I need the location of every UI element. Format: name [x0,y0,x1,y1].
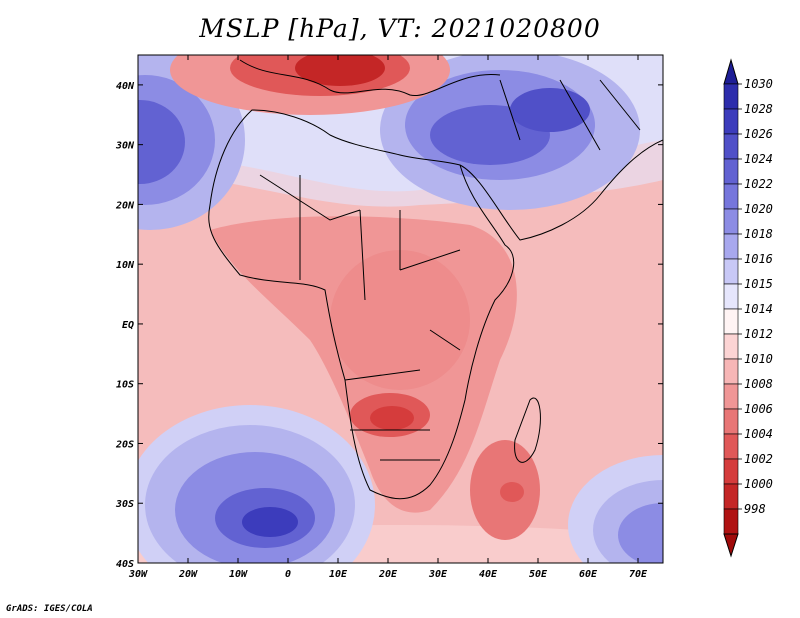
lat-label: 10N [116,260,135,271]
colorbar-swatch [723,233,739,260]
lon-label: 70E [629,569,648,580]
lat-label: EQ [122,320,134,331]
lon-label: 30E [428,569,448,580]
colorbar-label: 1018 [744,227,773,241]
colorbar-swatch [723,508,739,535]
colorbar-arrow-bottom [723,533,739,558]
map-frame [137,54,664,564]
lon-label: 40E [479,569,498,580]
colorbar: 1030 1028 1026 1024 1022 1020 1018 1016 1015 1014… [723,58,773,558]
colorbar-label: 1008 [744,377,773,391]
colorbar-swatch [723,358,739,385]
colorbar-swatch [723,433,739,460]
colorbar-label: 1024 [744,152,773,166]
colorbar-label: 1012 [744,327,773,341]
lon-label: 20W [178,569,198,580]
madagascar-coastline [514,397,541,463]
colorbar-label: 1026 [744,127,773,141]
colorbar-label: 1010 [744,352,773,366]
colorbar-swatch [723,483,739,510]
lat-label: 20S [115,439,134,450]
lat-label: 20N [115,200,135,211]
colorbar-label: 1020 [744,202,773,216]
colorbar-swatch [723,158,739,185]
colorbar-label: 1022 [744,177,773,191]
colorbar-label: 1030 [744,77,773,91]
lon-label: 10W [229,569,248,580]
colorbar-label: 1016 [744,252,773,266]
lon-label: 60E [579,569,598,580]
colorbar-swatch [723,333,739,360]
colorbar-arrow-top [723,58,739,85]
africa-coastline [208,109,515,500]
border-lines [259,79,641,461]
colorbar-swatch [723,133,739,160]
lat-label: 40S [116,559,134,570]
lon-label: 50E [529,569,548,580]
colorbar-swatch [723,408,739,435]
lat-label: 10S [116,380,134,391]
longitude-axis: 30W 20W 10W 0 10E 20E 30E 40E 50E 60E 70E [128,55,648,580]
pressure-field [138,55,663,563]
chart-title: MSLP [hPa], VT: 2021020800 [199,14,601,43]
colorbar-swatch [723,208,739,235]
colorbar-label: 1000 [744,477,773,491]
colorbar-swatch [723,458,739,485]
lon-label: 0 [285,569,291,580]
colorbar-swatch [723,108,739,135]
lat-label: 30S [115,499,134,510]
colorbar-swatch [723,183,739,210]
lat-label: 30N [115,141,135,152]
lon-label: 20E [378,569,398,580]
colorbar-label: 1028 [744,102,773,116]
colorbar-label: 1015 [744,277,773,291]
lon-label: 30W [128,569,148,580]
arabia-coastline [459,139,663,241]
colorbar-swatch [723,383,739,410]
colorbar-swatch [723,83,739,110]
grads-credit: GrADS: IGES/COLA [6,604,93,614]
colorbar-label: 1014 [744,302,773,316]
colorbar-label: 1002 [744,452,773,466]
lat-label: 40N [116,81,135,92]
europe-coastline [239,59,501,97]
colorbar-swatch [723,258,739,285]
colorbar-swatch [723,283,739,310]
coastlines [208,59,663,500]
colorbar-label: 1006 [744,402,773,416]
latitude-axis: 40N 30N 20N 10N EQ 10S 20S 30S 40S [115,81,663,570]
lon-label: 10E [329,569,348,580]
colorbar-label: 998 [744,502,766,516]
colorbar-label: 1004 [744,427,773,441]
colorbar-swatch [723,308,739,335]
